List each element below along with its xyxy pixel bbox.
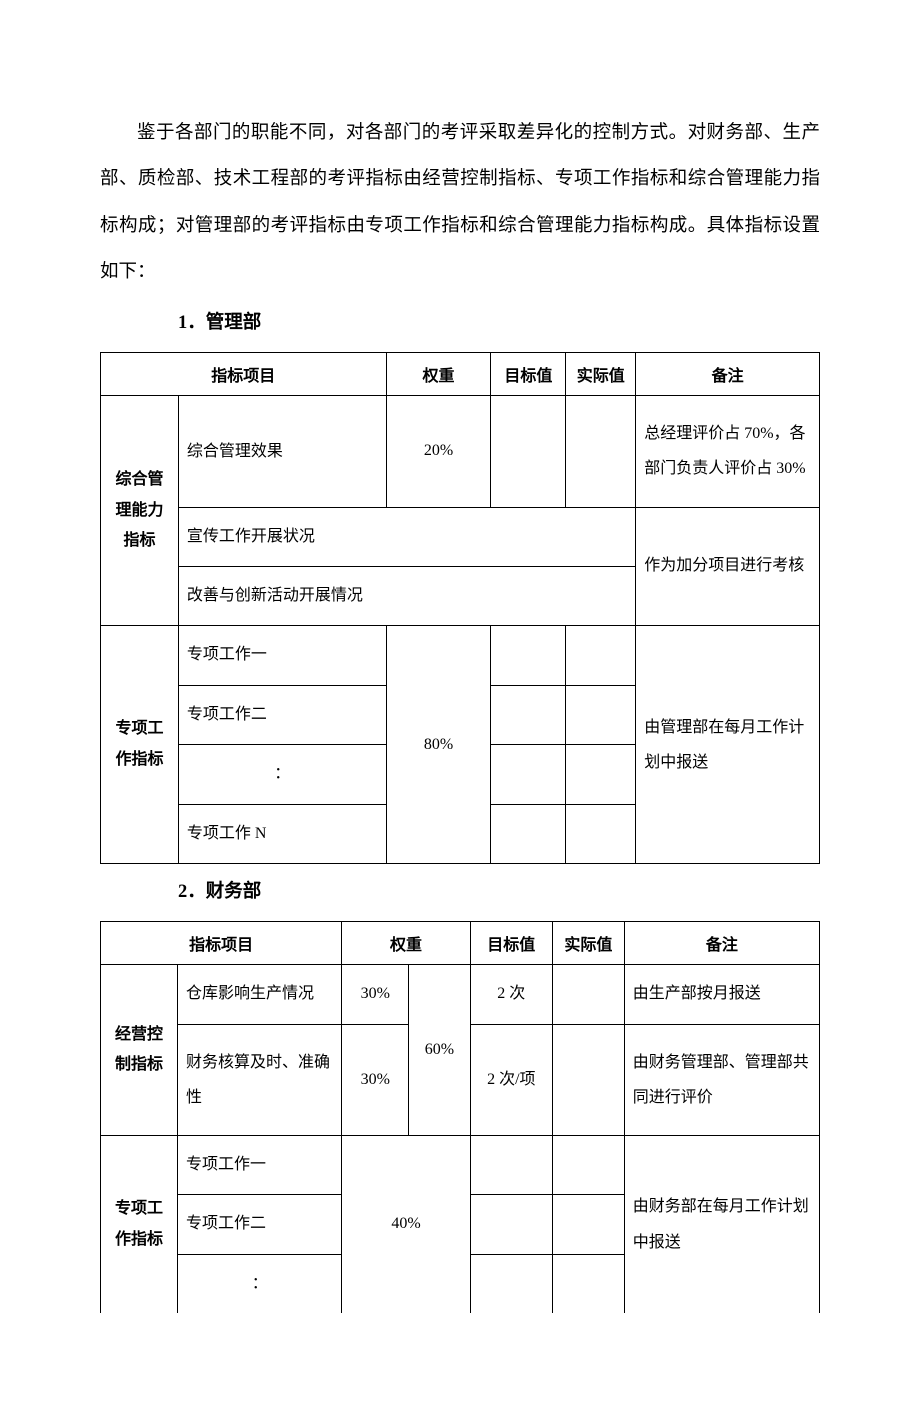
header-target: 目标值 — [470, 922, 552, 965]
actual-cell — [566, 685, 636, 744]
remark-cell: 由财务管理部、管理部共同进行评价 — [624, 1024, 819, 1135]
remark-cell: 由生产部按月报送 — [624, 965, 819, 1024]
header-weight: 权重 — [386, 353, 491, 396]
actual-cell — [566, 626, 636, 685]
weight-cell: 80% — [386, 626, 491, 864]
header-remark: 备注 — [636, 353, 820, 396]
header-actual: 实际值 — [552, 922, 624, 965]
table-management: 指标项目 权重 目标值 实际值 备注 综合管理能力指标 综合管理效果 20% 总… — [100, 352, 820, 864]
section2-title: 2．财务部 — [178, 876, 820, 909]
item-cell: 专项工作一 — [178, 626, 386, 685]
remark-cell: 总经理评价占 70%，各部门负责人评价占 30% — [636, 396, 820, 507]
remark-cell: 作为加分项目进行考核 — [636, 507, 820, 626]
item-cell: 仓库影响生产情况 — [178, 965, 342, 1024]
actual-cell — [552, 1136, 624, 1195]
header-target: 目标值 — [491, 353, 566, 396]
header-project: 指标项目 — [101, 353, 387, 396]
remark-cell: 由管理部在每月工作计划中报送 — [636, 626, 820, 864]
actual-cell — [566, 396, 636, 507]
table-row: 经营控制指标 仓库影响生产情况 30% 60% 2 次 由生产部按月报送 — [101, 965, 820, 1024]
target-cell — [491, 626, 566, 685]
target-cell — [491, 745, 566, 804]
remark-cell: 由财务部在每月工作计划中报送 — [624, 1136, 819, 1314]
weight-cell: 40% — [342, 1136, 470, 1314]
document-page: 鉴于各部门的职能不同，对各部门的考评采取差异化的控制方式。对财务部、生产部、质检… — [0, 0, 920, 1423]
header-weight: 权重 — [342, 922, 470, 965]
weight2-cell: 60% — [409, 965, 471, 1136]
table-row: 综合管理能力指标 综合管理效果 20% 总经理评价占 70%，各部门负责人评价占… — [101, 396, 820, 507]
target-cell: 2 次 — [470, 965, 552, 1024]
target-cell — [470, 1136, 552, 1195]
table-finance: 指标项目 权重 目标值 实际值 备注 经营控制指标 仓库影响生产情况 30% 6… — [100, 921, 820, 1313]
table-row: 指标项目 权重 目标值 实际值 备注 — [101, 353, 820, 396]
item-cell: 财务核算及时、准确性 — [178, 1024, 342, 1135]
item-cell: 改善与创新活动开展情况 — [178, 567, 635, 626]
item-cell: 专项工作 N — [178, 804, 386, 863]
item-cell: 专项工作一 — [178, 1136, 342, 1195]
actual-cell — [566, 745, 636, 804]
table-row: 宣传工作开展状况 作为加分项目进行考核 — [101, 507, 820, 566]
table-row: 指标项目 权重 目标值 实际值 备注 — [101, 922, 820, 965]
item-cell: 专项工作二 — [178, 1195, 342, 1254]
item-cell: ： — [178, 745, 386, 804]
target-cell — [491, 396, 566, 507]
actual-cell — [552, 1254, 624, 1313]
header-project: 指标项目 — [101, 922, 342, 965]
actual-cell — [566, 804, 636, 863]
actual-cell — [552, 1024, 624, 1135]
category-cell: 专项工作指标 — [101, 1136, 178, 1314]
item-cell: ： — [178, 1254, 342, 1313]
header-actual: 实际值 — [566, 353, 636, 396]
table-row: 专项工作指标 专项工作一 40% 由财务部在每月工作计划中报送 — [101, 1136, 820, 1195]
table-row: 专项工作指标 专项工作一 80% 由管理部在每月工作计划中报送 — [101, 626, 820, 685]
target-cell — [470, 1195, 552, 1254]
actual-cell — [552, 965, 624, 1024]
item-cell: 宣传工作开展状况 — [178, 507, 635, 566]
target-cell — [470, 1254, 552, 1313]
item-cell: 综合管理效果 — [178, 396, 386, 507]
target-cell — [491, 685, 566, 744]
header-remark: 备注 — [624, 922, 819, 965]
actual-cell — [552, 1195, 624, 1254]
item-cell: 专项工作二 — [178, 685, 386, 744]
intro-paragraph: 鉴于各部门的职能不同，对各部门的考评采取差异化的控制方式。对财务部、生产部、质检… — [100, 110, 820, 295]
weight1-cell: 30% — [342, 965, 409, 1024]
weight-cell: 20% — [386, 396, 491, 507]
weight1-cell: 30% — [342, 1024, 409, 1135]
target-cell: 2 次/项 — [470, 1024, 552, 1135]
section1-title: 1．管理部 — [178, 307, 820, 340]
category-cell: 经营控制指标 — [101, 965, 178, 1136]
category-cell: 综合管理能力指标 — [101, 396, 179, 626]
category-cell: 专项工作指标 — [101, 626, 179, 864]
target-cell — [491, 804, 566, 863]
